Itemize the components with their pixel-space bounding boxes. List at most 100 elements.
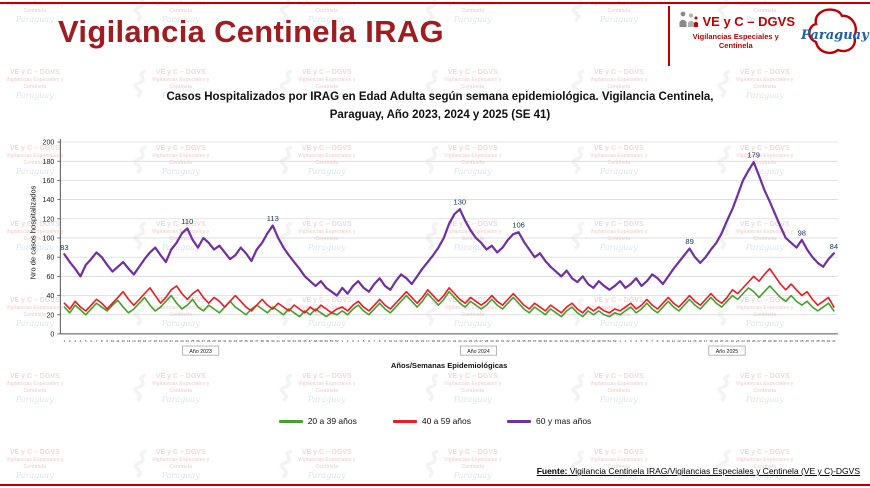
svg-text:35: 35 [522, 339, 526, 343]
legend-swatch [392, 419, 417, 423]
svg-text:60: 60 [46, 274, 54, 281]
svg-text:17: 17 [426, 339, 430, 343]
svg-text:38: 38 [816, 339, 820, 343]
svg-text:38: 38 [260, 339, 264, 343]
svg-text:48: 48 [314, 339, 318, 343]
svg-text:25: 25 [747, 339, 751, 343]
svg-text:31: 31 [223, 339, 227, 343]
svg-text:31: 31 [501, 339, 505, 343]
svg-text:19: 19 [437, 339, 441, 343]
svg-text:13: 13 [682, 339, 686, 343]
page-title: Vigilancia Centinela IRAG [58, 14, 444, 49]
svg-text:34: 34 [795, 339, 799, 343]
svg-text:17: 17 [704, 339, 708, 343]
svg-text:12: 12 [399, 339, 403, 343]
legend-swatch [507, 419, 532, 423]
svg-text:8: 8 [379, 339, 381, 343]
svg-text:89: 89 [685, 237, 693, 246]
watermark-swirl-icon [425, 449, 439, 479]
svg-text:12: 12 [121, 339, 125, 343]
svg-text:30: 30 [218, 339, 222, 343]
svg-text:20: 20 [720, 339, 724, 343]
svg-text:6: 6 [646, 339, 648, 343]
svg-text:41: 41 [832, 339, 836, 343]
svg-text:9: 9 [384, 339, 386, 343]
chart-title-line-1: Casos Hospitalizados por IRAG en Edad Ad… [166, 91, 714, 103]
svg-text:30: 30 [495, 339, 499, 343]
paraguay-map-icon [808, 8, 857, 54]
legend-item: 40 a 59 años [392, 416, 472, 426]
paraguay-label: Paraguay [801, 28, 869, 43]
svg-text:52: 52 [613, 339, 617, 343]
svg-text:36: 36 [805, 339, 809, 343]
svg-text:31: 31 [779, 339, 783, 343]
svg-text:106: 106 [512, 221, 525, 230]
svg-text:10: 10 [389, 339, 393, 343]
svg-text:39: 39 [266, 339, 270, 343]
svg-text:23: 23 [180, 339, 184, 343]
watermark-swirl-icon [0, 299, 1, 302]
svg-text:180: 180 [43, 159, 55, 166]
svg-text:47: 47 [308, 339, 312, 343]
chart-title-line-2: Paraguay, Año 2023, 2024 y 2025 (SE 41) [329, 109, 551, 122]
logo-subtitle-2: Centinela [718, 41, 753, 50]
svg-text:26: 26 [196, 339, 200, 343]
svg-text:33: 33 [234, 339, 238, 343]
bottom-border-line [0, 484, 870, 486]
svg-text:11: 11 [116, 339, 120, 343]
svg-text:21: 21 [447, 339, 451, 343]
logo-subtitle-1: Vigilancias Especiales y [692, 32, 779, 41]
svg-text:4: 4 [635, 339, 637, 343]
svg-text:130: 130 [454, 198, 467, 207]
svg-text:1: 1 [619, 339, 621, 343]
svg-text:14: 14 [132, 339, 136, 343]
svg-text:34: 34 [517, 339, 521, 343]
legend-label: 60 y mas años [536, 416, 592, 426]
legend-label: 40 a 59 años [421, 416, 472, 426]
svg-text:29: 29 [768, 339, 772, 343]
logo-name: VE y C – DGVS [702, 13, 795, 29]
svg-text:37: 37 [255, 339, 259, 343]
svg-text:110: 110 [181, 217, 193, 226]
svg-text:5: 5 [85, 339, 87, 343]
data-labels: 83 110 113 130 106 89 179 98 84 [60, 151, 838, 252]
svg-text:140: 140 [43, 197, 55, 204]
svg-text:11: 11 [672, 339, 676, 343]
svg-text:50: 50 [602, 339, 606, 343]
watermark-swirl-icon [279, 449, 293, 479]
y-axis-label: Nro de casos hospitalizados [28, 185, 38, 280]
svg-text:16: 16 [143, 339, 147, 343]
svg-text:120: 120 [43, 216, 55, 223]
svg-text:43: 43 [565, 339, 569, 343]
svg-text:83: 83 [60, 243, 68, 252]
paraguay-map: Paraguay [800, 6, 869, 66]
svg-text:5: 5 [641, 339, 643, 343]
svg-text:98: 98 [798, 228, 806, 237]
chart-title: Casos Hospitalizados por IRAG en Edad Ad… [115, 88, 765, 125]
svg-text:26: 26 [474, 339, 478, 343]
org-logo: VE y C – DGVS Vigilancias Especiales y C… [667, 6, 869, 66]
svg-text:44: 44 [570, 339, 574, 343]
svg-text:40: 40 [549, 339, 553, 343]
svg-text:24: 24 [186, 339, 190, 343]
svg-text:41: 41 [276, 339, 280, 343]
people-icon [679, 11, 698, 27]
watermark-swirl-icon [0, 147, 1, 150]
x-axis-label: Años/Semanas Epidemiológicas [391, 361, 507, 370]
svg-text:10: 10 [111, 339, 115, 343]
svg-text:2: 2 [625, 339, 627, 343]
svg-text:3: 3 [74, 339, 76, 343]
series-lines [63, 161, 835, 318]
svg-text:22: 22 [453, 339, 457, 343]
svg-text:28: 28 [207, 339, 211, 343]
chart: 0 20 40 60 80 100 120 140 160 180 200 1 2 3 4 5 6 7 8 9 10 11… [24, 136, 848, 381]
svg-text:41: 41 [554, 339, 558, 343]
top-border-line [0, 2, 870, 4]
svg-text:37: 37 [811, 339, 815, 343]
svg-text:4: 4 [357, 339, 359, 343]
svg-text:35: 35 [244, 339, 248, 343]
gridlines: 0 20 40 60 80 100 120 140 160 180 200 [43, 139, 838, 338]
